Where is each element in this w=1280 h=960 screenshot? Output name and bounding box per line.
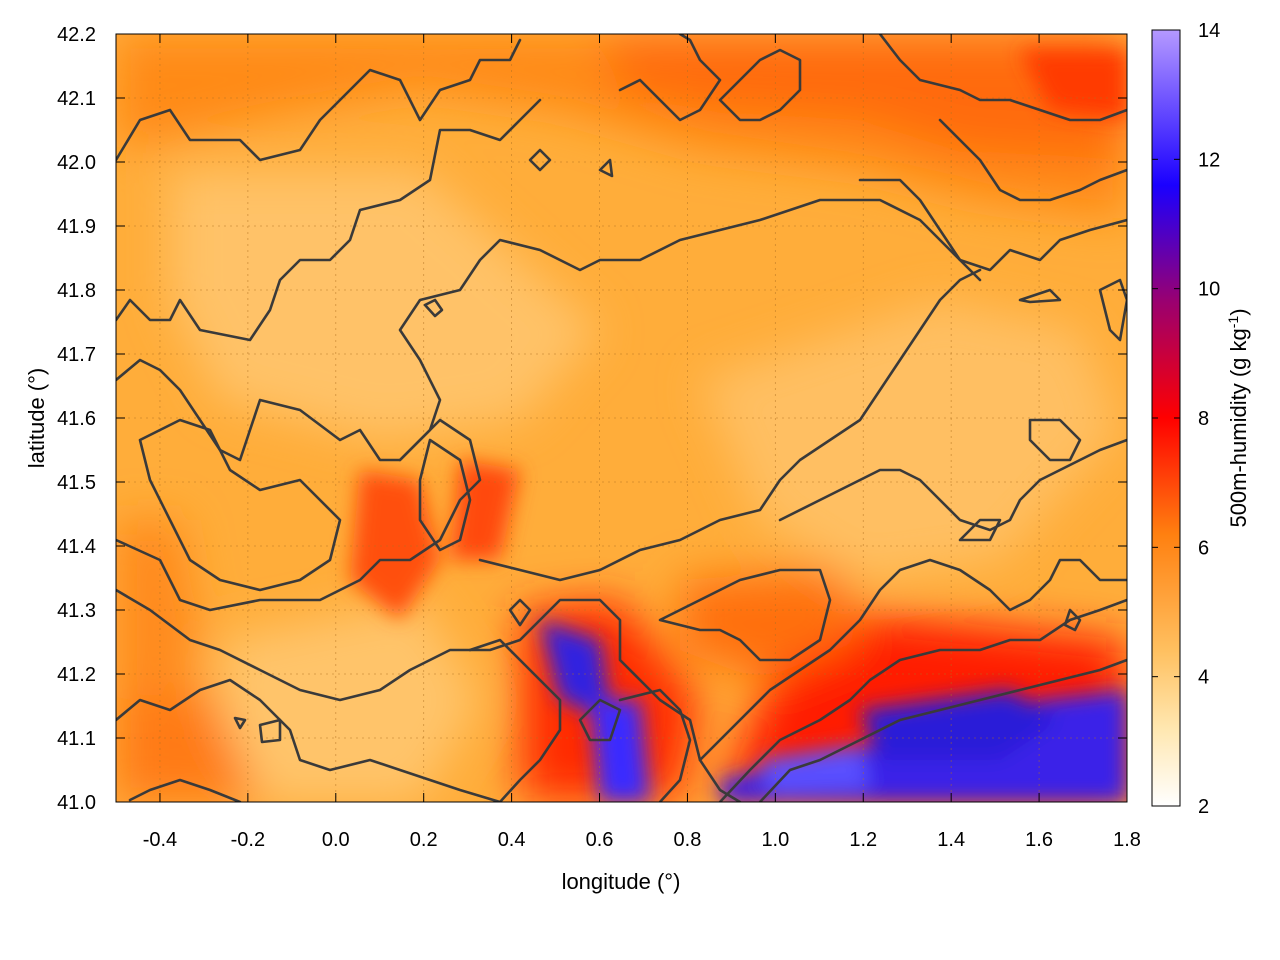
colorbar-tick-label: 12 [1198,149,1220,171]
y-tick-label: 41.5 [57,472,96,494]
y-tick-label: 41.1 [57,728,96,750]
contour-lines [116,34,1127,802]
y-tick-label: 41.6 [57,408,96,430]
y-axis-ticks: 41.0 41.1 41.2 41.3 41.4 41.5 41.6 41.7 41.8 41.9… [57,24,1127,814]
y-tick-label: 41.3 [57,600,96,622]
y-axis-title: latitude (°) [24,368,49,469]
x-axis-title: longitude (°) [562,869,681,894]
colorbar-title-main: 500m-humidity (g kg [1226,328,1251,527]
y-tick-label: 41.9 [57,216,96,238]
y-tick-label: 42.1 [57,88,96,110]
colorbar-title: 500m-humidity (g kg-1) [1225,308,1251,527]
x-axis-ticks: -0.4 -0.2 0.0 0.2 0.4 0.6 0.8 1.0 1.2 1.4 1.6 1.8 [143,34,1141,851]
colorbar-tick-label: 14 [1198,20,1220,42]
grid-lines [116,34,1127,802]
x-tick-label: 0.0 [322,829,350,851]
colorbar-title-superscript: -1 [1225,316,1241,329]
x-tick-label: -0.4 [143,829,177,851]
x-tick-label: 1.0 [761,829,789,851]
y-tick-label: 41.8 [57,280,96,302]
colorbar: 2 4 6 8 10 12 14 500m-humidity (g kg-1) [1151,20,1251,818]
colorbar-tick-label: 8 [1198,408,1209,430]
colorbar-ticks: 2 4 6 8 10 12 14 [1152,20,1220,818]
x-tick-label: 1.8 [1113,829,1141,851]
colorbar-tick-label: 4 [1198,667,1209,689]
y-tick-label: 41.0 [57,792,96,814]
x-tick-label: 1.2 [849,829,877,851]
x-tick-label: 0.8 [674,829,702,851]
colorbar-tick-label: 6 [1198,537,1209,559]
x-tick-label: 1.6 [1025,829,1053,851]
y-tick-label: 41.2 [57,664,96,686]
y-tick-label: 42.2 [57,24,96,46]
colorbar-tick-label: 10 [1198,279,1220,301]
colorbar-title-suffix: ) [1226,308,1251,315]
colorbar-tick-label: 2 [1198,796,1209,818]
x-tick-label: 1.4 [937,829,965,851]
x-tick-label: 0.2 [410,829,438,851]
x-tick-label: 0.4 [498,829,526,851]
x-tick-label: 0.6 [586,829,614,851]
y-tick-label: 41.7 [57,344,96,366]
x-tick-label: -0.2 [231,829,265,851]
y-tick-label: 42.0 [57,152,96,174]
y-tick-label: 41.4 [57,536,96,558]
